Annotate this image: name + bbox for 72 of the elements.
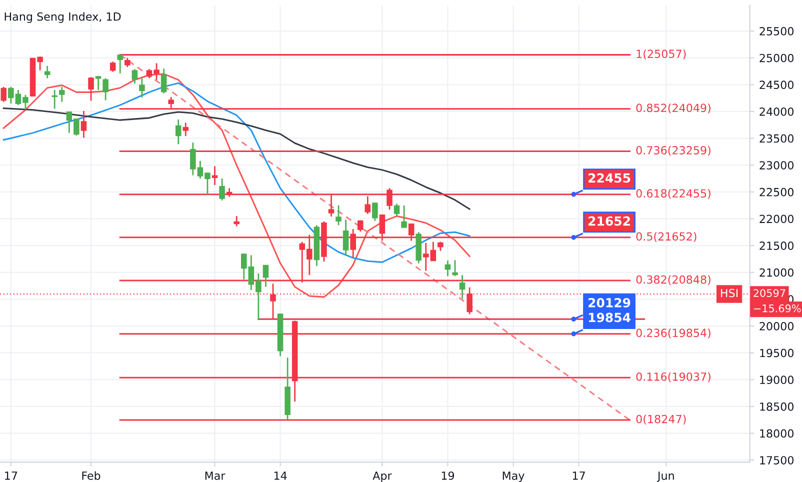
candlestick	[444, 260, 451, 277]
series-label: 0.236(19854)	[636, 328, 710, 338]
candlestick	[59, 86, 65, 103]
series-label: 0(18247)	[636, 414, 686, 425]
candlestick	[182, 122, 189, 137]
candlestick	[102, 78, 108, 101]
annotation: 19854	[588, 312, 630, 322]
line-series	[2, 108, 470, 210]
candlestick	[342, 219, 349, 256]
candlestick	[336, 204, 342, 226]
y-tick-label: 19000	[760, 376, 794, 384]
x-tick-label: Jun	[656, 472, 674, 482]
candlestick	[234, 215, 240, 227]
series-label: 0.618(22455)	[636, 188, 710, 199]
y-tick-label: 24500	[760, 80, 794, 90]
text: Hang Seng Index, 1D	[4, 12, 121, 23]
text: −15.69%	[754, 304, 801, 312]
candlestick	[0, 86, 7, 103]
annotation: 21652	[588, 216, 630, 226]
candlestick	[372, 202, 378, 222]
candlestick	[52, 89, 58, 110]
candlestick	[160, 68, 167, 94]
candlestick	[132, 68, 138, 84]
candlestick	[262, 264, 269, 288]
text: 20597	[754, 289, 786, 298]
candlestick	[401, 204, 407, 228]
y-tick-label: 19500	[760, 348, 794, 358]
y-tick-label: 24000	[760, 107, 794, 116]
x-tick-label: 17	[5, 472, 18, 480]
x-tick-label: 17	[572, 472, 585, 480]
candlestick	[452, 259, 458, 277]
series-label: 0.5(21652)	[636, 232, 696, 242]
x-tick-label: May	[502, 472, 524, 482]
y-tick-label: 22500	[760, 188, 794, 196]
y-tick-label: 17500	[760, 456, 794, 464]
candlestick	[175, 118, 182, 145]
y-tick-label: 25500	[760, 27, 794, 36]
x-tick-label: 14	[274, 472, 287, 480]
candlestick	[212, 166, 218, 186]
candlestick	[219, 178, 225, 202]
x-tick-label: Feb	[82, 471, 100, 480]
annotation: 22455	[588, 173, 630, 183]
y-tick-label: 21000	[760, 268, 794, 277]
candlestick	[44, 65, 50, 79]
y-tick-label: 23500	[760, 134, 794, 143]
candlestick	[394, 203, 400, 217]
candlestick	[80, 110, 87, 138]
y-tick-label: 21500	[760, 242, 794, 250]
candlestick	[95, 75, 102, 91]
y-tick-label: 18000	[760, 429, 794, 438]
series-label: 0.852(24049)	[636, 104, 710, 114]
candlestick	[110, 60, 116, 72]
series-label: 0.736(23259)	[636, 146, 710, 156]
x-tick-label: Mar	[205, 472, 226, 480]
series-label: 0.382(20848)	[636, 275, 710, 286]
series-label: 0.116(19037)	[636, 372, 710, 382]
y-tick-label: 23000	[760, 161, 794, 170]
y-tick-label: 25000	[760, 54, 794, 62]
candlestick	[459, 274, 466, 300]
candlestick	[438, 241, 444, 252]
series-label: 1(25057)	[636, 49, 686, 60]
x-tick-label: 19	[442, 471, 454, 480]
y-tick-label: 22000	[760, 214, 794, 224]
annotation: 20129	[588, 298, 630, 308]
candlestick	[88, 76, 94, 102]
candlestick	[117, 54, 124, 74]
y-tick-label: 20000	[760, 322, 794, 330]
ref-line-label: HSI	[721, 288, 738, 298]
candlestick	[139, 78, 145, 98]
candlestick	[124, 57, 130, 68]
y-tick-label: 18500	[760, 402, 794, 411]
x-tick-label: Apr	[372, 472, 392, 482]
